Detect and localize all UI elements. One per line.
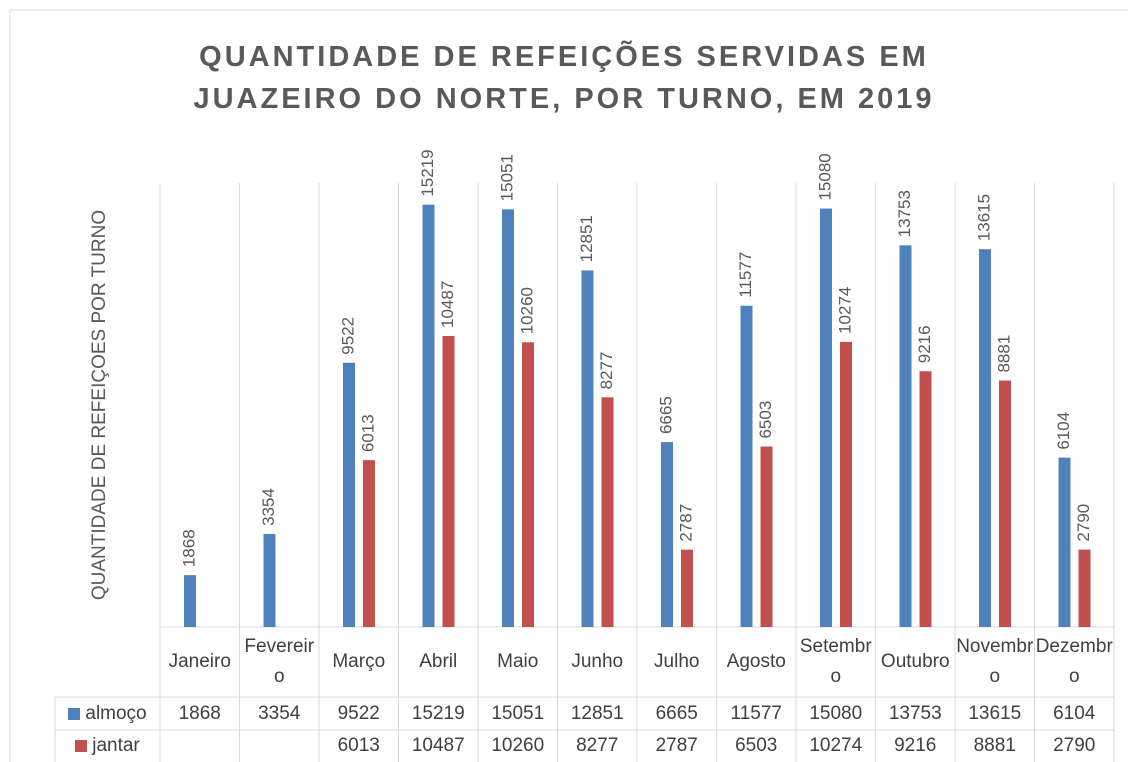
x-tick-label: Dezembro [1035,636,1113,687]
bar [601,397,614,627]
table-cell: 15080 [809,702,863,724]
legend-label: almoço [85,702,147,724]
table-cell: 6104 [1053,702,1096,724]
data-label: 15051 [497,154,516,201]
table-cell: 6503 [735,735,778,756]
x-tick-label: Março [332,651,386,672]
table-cell: 9216 [894,735,937,756]
table-cell: 11577 [730,702,782,724]
bar [343,362,355,627]
bar [363,460,375,627]
data-label: 15219 [418,149,437,196]
bar [263,533,276,627]
bar [899,245,912,627]
table-cell: 2787 [655,735,698,756]
table-cell: 8881 [973,735,1016,756]
bar [522,342,534,627]
bar [760,446,773,627]
data-label: 13615 [974,194,993,241]
bar [740,305,753,627]
table-cell: 13753 [888,702,942,724]
x-tick-label: Julho [654,651,700,672]
data-label: 6665 [656,396,675,434]
table-cell: 1868 [178,702,221,724]
bar [1058,457,1071,627]
data-label: 10260 [517,287,536,334]
bar [840,341,852,627]
bar [661,442,673,627]
data-label: 9522 [338,317,357,355]
table-cell: 13615 [968,702,1022,724]
table-cell: 6013 [337,735,380,756]
x-tick-label: Maio [497,651,539,672]
data-label: 6503 [756,401,775,439]
x-tick-label: Novembro [956,636,1034,687]
legend-item: almoço [55,697,160,730]
x-tick-label: Setembro [799,636,872,687]
legend-item: jantar [55,730,160,762]
x-tick-label: Abril [419,651,458,672]
table-cell: 2790 [1053,735,1096,756]
table-cell: 10487 [411,735,465,756]
bar [681,549,693,627]
legend-label: jantar [92,735,140,756]
data-label: 9216 [915,325,934,363]
data-label: 2787 [676,504,695,542]
table-cell: 9522 [337,702,380,724]
table-cell: 6665 [655,702,698,724]
bar [820,208,832,627]
x-tick-label: Agosto [726,651,786,672]
table-cell: 15219 [411,702,465,724]
x-tick-label: Fevereiro [244,636,315,687]
data-label: 6104 [1054,412,1073,450]
data-label: 13753 [895,190,914,237]
data-label: 12851 [577,215,596,262]
data-label: 3354 [259,488,278,526]
bar [1078,549,1091,627]
data-label: 2790 [1074,504,1093,542]
y-axis-label: QUANTIDADE DE REFEIÇOES POR TURNO [89,210,110,600]
table-cell: 8277 [576,735,619,756]
chart-title: QUANTIDADE DE REFEIÇÕES SERVIDAS EM JUAZ… [193,41,935,115]
table-cell: 10274 [809,735,863,756]
table-cell: 3354 [258,702,301,724]
legend-key [75,740,88,752]
data-label: 10274 [835,287,854,334]
chart-border [9,9,1128,762]
data-label: 15080 [815,153,834,200]
data-label: 8277 [597,351,616,389]
bar [184,575,196,627]
bar [999,380,1011,627]
bar [581,270,594,627]
bar [979,249,991,627]
x-tick-label: Outubro [880,651,950,672]
table-cell: 15051 [491,702,545,724]
data-label: 1868 [179,529,198,567]
data-label: 11577 [736,252,755,298]
legend-key [68,707,81,720]
bar [442,335,455,627]
bar [422,204,435,628]
x-tick-label: Janeiro [168,651,231,672]
bar [502,209,514,627]
table-cell: 10260 [491,735,545,756]
data-label: 6013 [358,414,377,452]
table-cell: 12851 [570,702,624,724]
data-label: 10487 [438,281,457,328]
x-tick-label: Junho [571,651,624,672]
data-label: 8881 [994,335,1013,373]
bar [919,371,932,627]
